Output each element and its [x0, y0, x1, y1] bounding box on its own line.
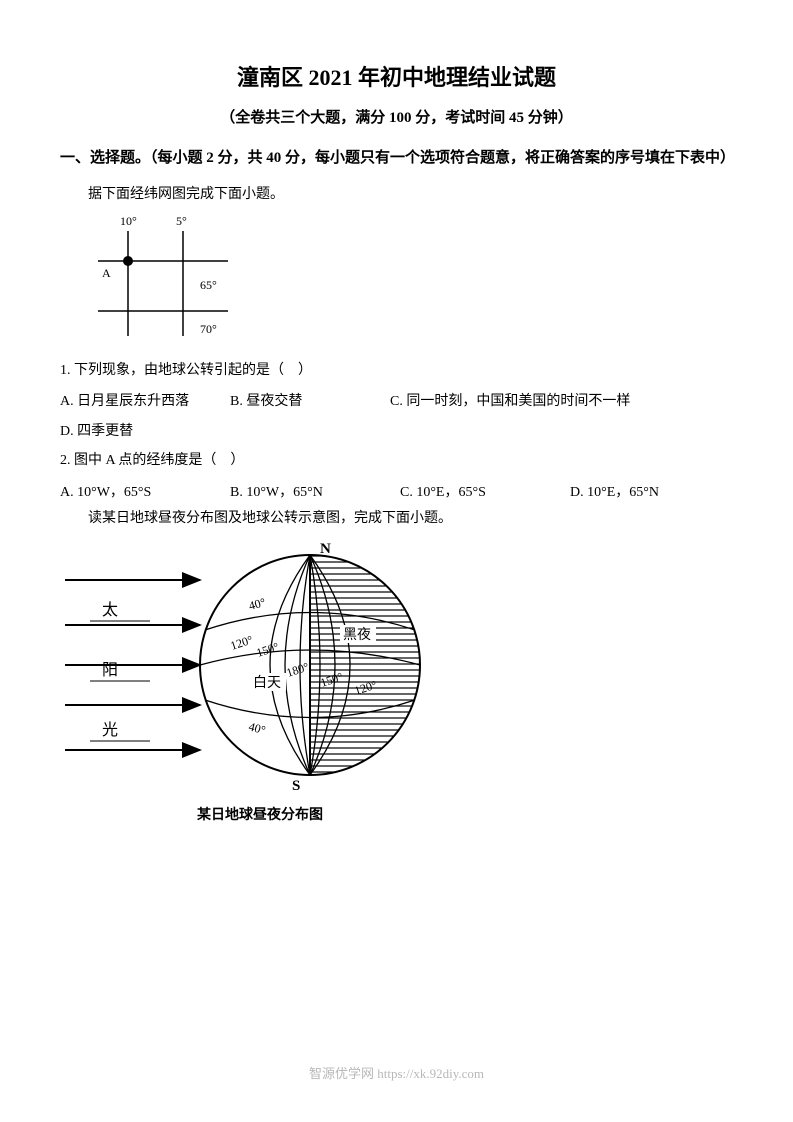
point-a-label: A [102, 266, 111, 280]
question-1-options: A. 日月星辰东升西落 B. 昼夜交替 C. 同一时刻，中国和美国的时间不一样 … [60, 387, 733, 446]
night-label: 黑夜 [343, 627, 371, 643]
lat-n-label: 40° [247, 595, 267, 613]
sun-label-1: 太 [102, 601, 118, 619]
lat-label-1: 65° [200, 278, 217, 292]
lon-label-1: 10° [120, 214, 137, 228]
q1-opt-c: C. 同一时刻，中国和美国的时间不一样 [390, 387, 670, 416]
day-label: 白天 [253, 675, 281, 691]
footer-watermark: 智源优学网 https://xk.92diy.com [0, 1063, 793, 1082]
lat-label-2: 70° [200, 322, 217, 336]
q2-opt-a: A. 10°W，65°S [60, 478, 230, 507]
lat-s-label: 40° [247, 719, 267, 737]
q1-opt-a: A. 日月星辰东升西落 [60, 387, 230, 416]
diagram2-caption: 某日地球昼夜分布图 [60, 804, 460, 824]
question-2-options: A. 10°W，65°S B. 10°W，65°N C. 10°E，65°S D… [60, 478, 733, 507]
q2-opt-d: D. 10°E，65°N [570, 478, 659, 507]
lon-150-w: 150° [255, 639, 281, 659]
question-1-text: 1. 下列现象，由地球公转引起的是（ ） [60, 356, 733, 385]
north-label: N [320, 541, 331, 557]
instruction-1: 据下面经纬网图完成下面小题。 [88, 183, 733, 203]
lon-label-2: 5° [176, 214, 187, 228]
lon-120-w: 120° [229, 632, 255, 652]
diagram-latlon-grid: 10° 5° A 65° 70° [88, 211, 733, 346]
sun-label-3: 光 [102, 721, 118, 739]
instruction-2: 读某日地球昼夜分布图及地球公转示意图，完成下面小题。 [88, 507, 733, 527]
page-title: 潼南区 2021 年初中地理结业试题 [60, 60, 733, 92]
q1-opt-b: B. 昼夜交替 [230, 387, 390, 416]
diagram-daynight-globe: 太 阳 光 N S 40° 40° 120° 150° 180° 150° 12… [60, 535, 733, 824]
sun-label-2: 阳 [102, 661, 118, 679]
page-subtitle: （全卷共三个大题，满分 100 分，考试时间 45 分钟） [60, 106, 733, 127]
south-label: S [292, 778, 300, 794]
q2-opt-c: C. 10°E，65°S [400, 478, 570, 507]
question-2-text: 2. 图中 A 点的经纬度是（ ） [60, 446, 733, 475]
lon-180: 180° [285, 659, 311, 679]
section-heading: 一、选择题。（每小题 2 分，共 40 分，每小题只有一个选项符合题意，将正确答… [60, 143, 733, 173]
q2-opt-b: B. 10°W，65°N [230, 478, 400, 507]
q1-opt-d: D. 四季更替 [60, 417, 133, 446]
